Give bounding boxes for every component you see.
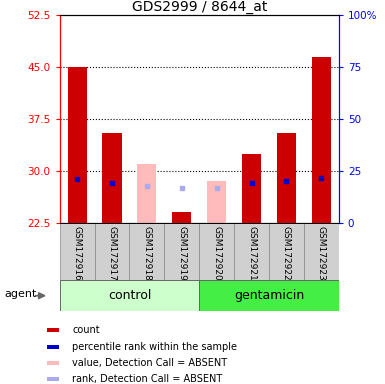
Text: GSM172921: GSM172921 [247, 226, 256, 280]
Bar [199, 280, 339, 311]
Bar [60, 223, 95, 280]
Bar [95, 223, 129, 280]
Bar [47, 377, 59, 381]
Bar [277, 133, 296, 223]
Bar [129, 223, 164, 280]
Text: count: count [72, 325, 100, 335]
Text: rank, Detection Call = ABSENT: rank, Detection Call = ABSENT [72, 374, 223, 384]
Bar [304, 223, 339, 280]
Bar [47, 361, 59, 365]
Text: GSM172920: GSM172920 [212, 226, 221, 280]
Text: GSM172918: GSM172918 [142, 226, 151, 280]
Bar [242, 154, 261, 223]
Bar [60, 280, 199, 311]
Text: GSM172919: GSM172919 [177, 226, 186, 280]
Bar [102, 133, 122, 223]
Bar [207, 181, 226, 223]
Bar [47, 345, 59, 349]
Text: agent: agent [5, 289, 37, 299]
Bar [269, 223, 304, 280]
Title: GDS2999 / 8644_at: GDS2999 / 8644_at [132, 0, 267, 14]
Bar [172, 212, 191, 223]
Text: percentile rank within the sample: percentile rank within the sample [72, 342, 237, 352]
Bar [234, 223, 269, 280]
Text: value, Detection Call = ABSENT: value, Detection Call = ABSENT [72, 358, 227, 368]
Bar [164, 223, 199, 280]
Text: GSM172916: GSM172916 [73, 226, 82, 280]
Bar [199, 223, 234, 280]
Bar [67, 67, 87, 223]
Bar [137, 164, 156, 223]
Text: control: control [108, 289, 151, 302]
Bar [47, 328, 59, 332]
Text: GSM172923: GSM172923 [317, 226, 326, 280]
Text: gentamicin: gentamicin [234, 289, 304, 302]
Text: GSM172922: GSM172922 [282, 226, 291, 280]
Bar [312, 57, 331, 223]
Text: GSM172917: GSM172917 [107, 226, 117, 280]
